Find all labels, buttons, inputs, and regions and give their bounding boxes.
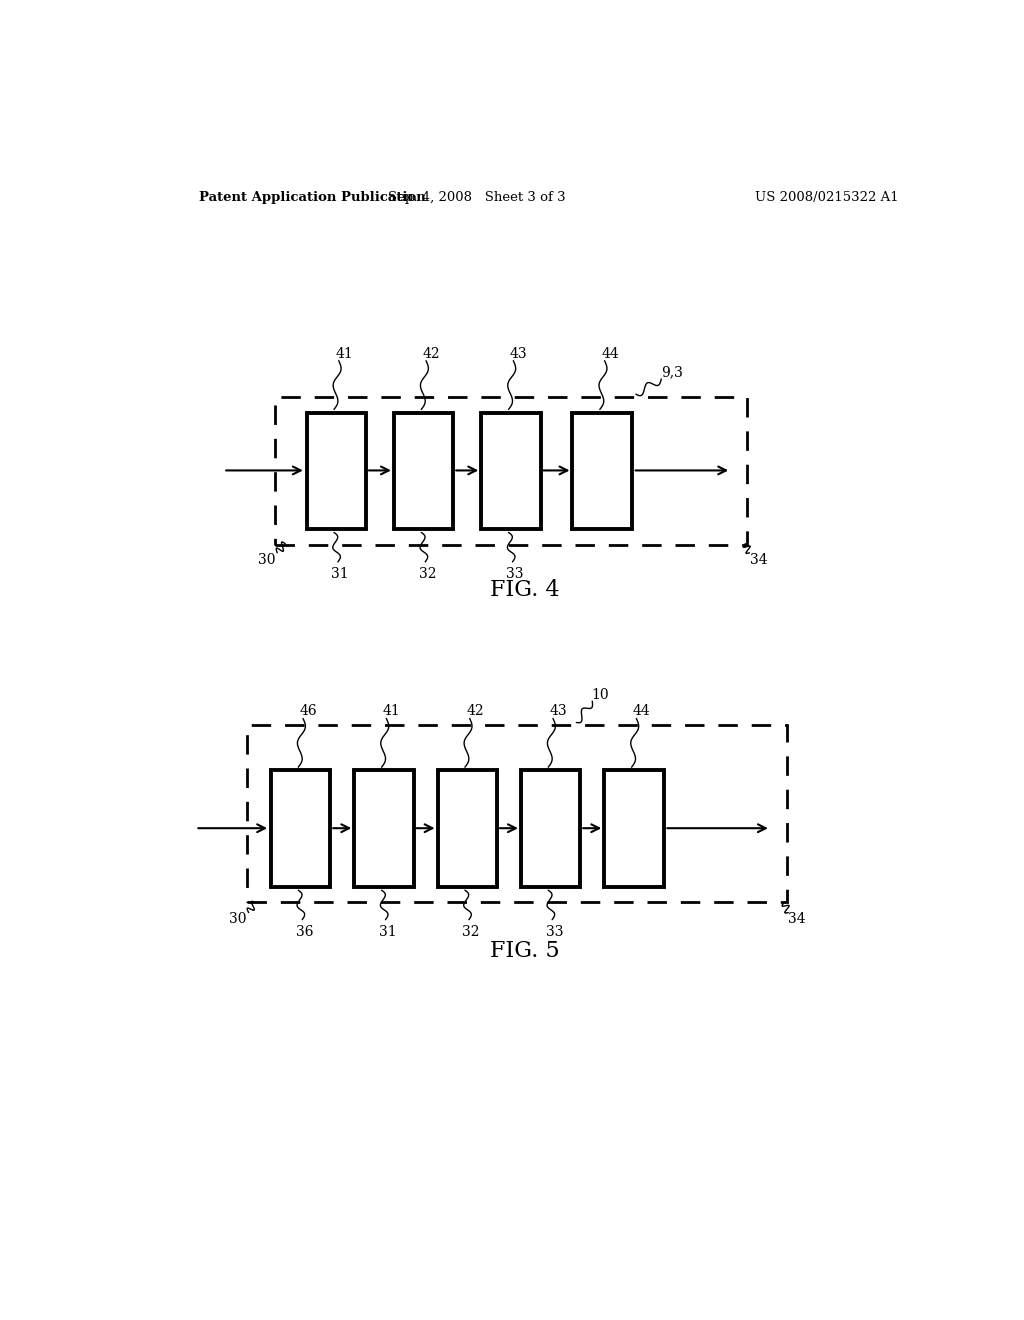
Bar: [306, 413, 367, 529]
Text: 46: 46: [300, 705, 317, 718]
Text: 41: 41: [383, 705, 400, 718]
Bar: [604, 771, 664, 887]
Text: 44: 44: [601, 347, 618, 360]
Bar: [354, 771, 414, 887]
Bar: [394, 413, 454, 529]
Text: 43: 43: [550, 705, 567, 718]
Text: 34: 34: [788, 912, 806, 925]
Text: 33: 33: [506, 568, 523, 581]
Text: 10: 10: [592, 688, 609, 702]
Text: US 2008/0215322 A1: US 2008/0215322 A1: [755, 190, 898, 203]
Text: 30: 30: [228, 912, 246, 925]
Bar: [274, 397, 748, 545]
Text: 31: 31: [379, 925, 396, 939]
Bar: [572, 413, 632, 529]
Text: 31: 31: [332, 568, 349, 581]
Text: Patent Application Publication: Patent Application Publication: [200, 190, 426, 203]
Text: 42: 42: [423, 347, 440, 360]
Bar: [481, 413, 541, 529]
Text: 43: 43: [510, 347, 527, 360]
Text: FIG. 4: FIG. 4: [490, 579, 559, 602]
Bar: [270, 771, 331, 887]
Text: 36: 36: [296, 925, 313, 939]
Text: 34: 34: [751, 553, 768, 566]
Bar: [521, 771, 581, 887]
Text: 32: 32: [419, 568, 436, 581]
Text: 44: 44: [633, 705, 650, 718]
Bar: [247, 725, 786, 903]
Text: Sep. 4, 2008   Sheet 3 of 3: Sep. 4, 2008 Sheet 3 of 3: [388, 190, 566, 203]
Text: FIG. 5: FIG. 5: [490, 940, 559, 962]
Text: 33: 33: [546, 925, 563, 939]
Bar: [437, 771, 497, 887]
Text: 32: 32: [463, 925, 480, 939]
Text: 30: 30: [258, 553, 275, 566]
Text: 9,3: 9,3: [660, 364, 683, 379]
Text: 42: 42: [466, 705, 484, 718]
Text: 41: 41: [336, 347, 353, 360]
